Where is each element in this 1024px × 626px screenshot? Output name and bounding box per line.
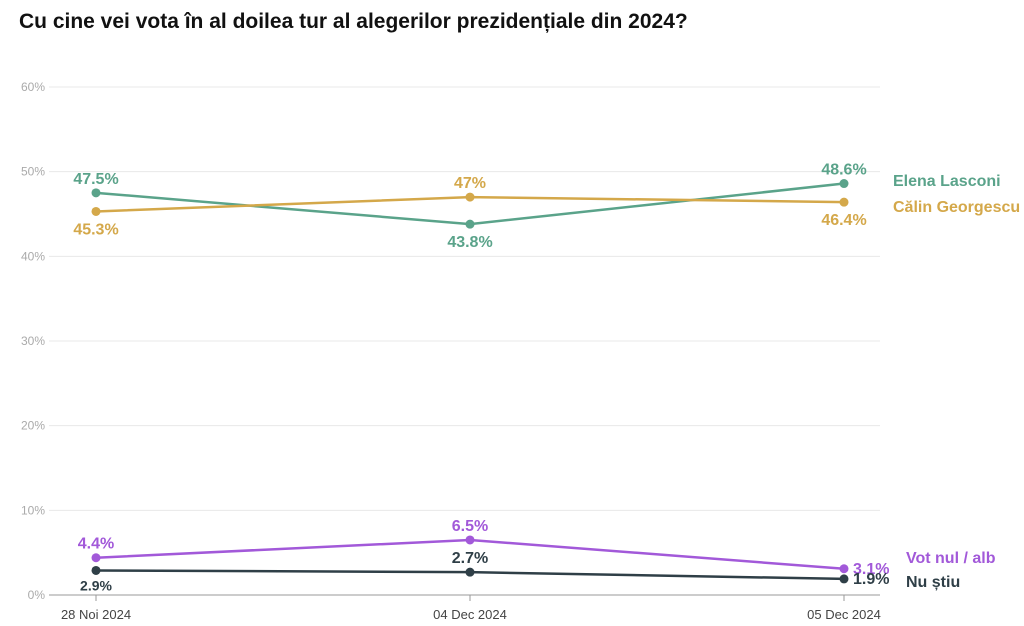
x-tick-label: 05 Dec 2024 [807,607,881,622]
data-point-vot-nul-alb [91,553,101,563]
data-point-vot-nul-alb [839,564,849,574]
data-point-calin-georgescu [465,192,475,202]
data-label-vot-nul-alb: 6.5% [452,518,488,535]
data-label-elena-lasconi: 47.5% [73,171,118,188]
data-label-calin-georgescu: 45.3% [73,221,118,238]
y-tick-label: 30% [21,334,45,348]
data-label-vot-nul-alb: 4.4% [78,536,114,553]
legend-label-nu-stiu: Nu știu [906,574,960,591]
x-tick-label: 28 Noi 2024 [61,607,131,622]
series-points [91,179,849,584]
data-label-calin-georgescu: 46.4% [821,212,866,229]
data-label-vot-nul-alb: 3.1% [853,561,889,578]
data-label-nu-stiu: 2.9% [80,577,112,593]
data-point-calin-georgescu [91,206,101,216]
data-point-elena-lasconi [839,179,849,189]
chart-title: Cu cine vei vota în al doilea tur al ale… [19,10,688,33]
data-labels: 47.5% 43.8% 48.6% 45.3% 47% 46.4% 4.4% 6.5% 3.1%… [73,162,889,594]
x-tick-label: 04 Dec 2024 [433,607,507,622]
legend-label-elena-lasconi: Elena Lasconi [893,173,1001,190]
data-point-calin-georgescu [839,197,849,207]
data-point-nu-stiu [839,574,849,584]
legend-label-vot-nul-alb: Vot nul / alb [906,550,996,567]
data-label-elena-lasconi: 43.8% [447,234,492,251]
data-label-calin-georgescu: 47% [454,175,486,192]
data-label-nu-stiu: 1.9% [853,571,889,588]
y-tick-label: 50% [21,165,45,179]
grid [49,86,880,596]
data-point-nu-stiu [91,565,101,575]
legend: Elena Lasconi Călin Georgescu Vot nul / al… [893,173,1020,591]
legend-label-calin-georgescu: Călin Georgescu [893,199,1020,216]
y-tick-label: 10% [21,503,45,517]
y-tick-label: 40% [21,249,45,263]
y-tick-label: 20% [21,419,45,433]
y-axis-ticks: 0% 10% 20% 30% 40% 50% 60% [21,80,45,602]
data-point-nu-stiu [465,567,475,577]
x-axis-ticks: 28 Noi 2024 04 Dec 2024 05 Dec 2024 [61,595,881,622]
data-label-elena-lasconi: 48.6% [821,162,866,179]
y-tick-label: 0% [28,588,46,602]
data-point-vot-nul-alb [465,535,475,545]
data-point-elena-lasconi [91,188,101,198]
data-point-elena-lasconi [465,219,475,229]
data-label-nu-stiu: 2.7% [452,550,488,567]
y-tick-label: 60% [21,80,45,94]
